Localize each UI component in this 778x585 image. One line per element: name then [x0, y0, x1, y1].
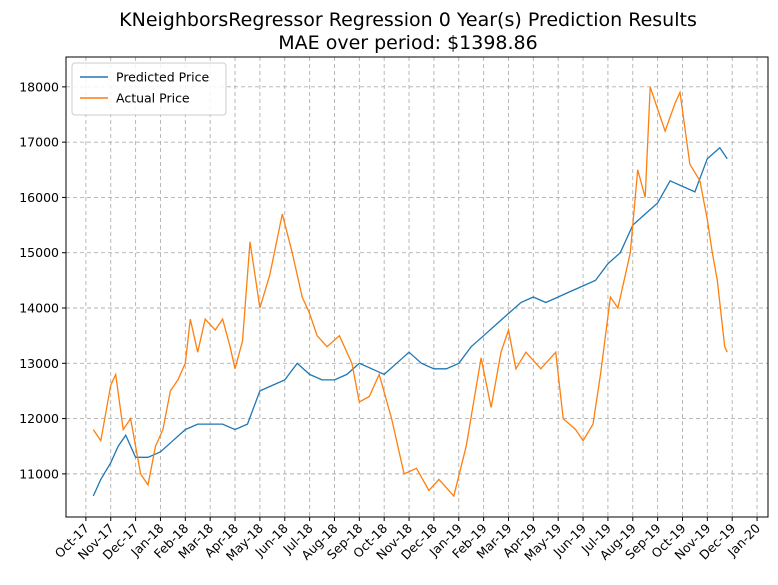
y-tick-label: 16000 — [19, 190, 59, 205]
y-tick-label: 13000 — [19, 356, 59, 371]
y-tick-label: 11000 — [19, 466, 59, 481]
legend-label: Predicted Price — [116, 70, 209, 85]
chart-subtitle: MAE over period: $1398.86 — [278, 32, 537, 54]
legend: Predicted Price Actual Price — [71, 62, 227, 116]
y-tick-label: 18000 — [19, 79, 59, 94]
legend-label: Actual Price — [116, 91, 190, 106]
line-series — [92, 86, 728, 498]
line-series — [92, 146, 728, 497]
legend-box — [71, 62, 227, 116]
plot-frame — [65, 56, 769, 518]
y-tick-label: 17000 — [19, 135, 59, 150]
y-tick-label: 14000 — [19, 301, 59, 316]
y-tick-label: 15000 — [19, 245, 59, 260]
chart-title: KNeighborsRegressor Regression 0 Year(s)… — [119, 9, 697, 31]
y-tick-label: 12000 — [19, 411, 59, 426]
